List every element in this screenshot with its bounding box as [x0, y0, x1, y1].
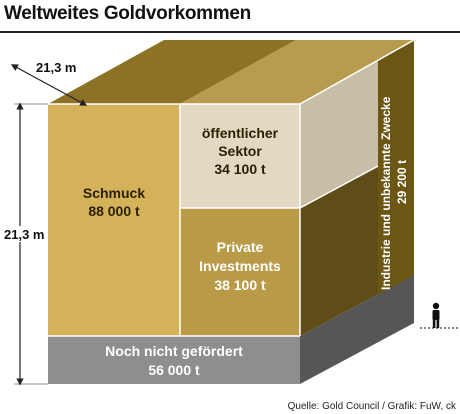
private-value: 38 100 t [214, 277, 266, 293]
schmuck-label: Schmuck [83, 185, 145, 201]
noch-nicht-value: 56 000 t [148, 362, 200, 378]
source-credit: Quelle: Gold Council / Grafik: FuW, ck [287, 401, 456, 412]
oeffentlich-label-line2: Sektor [218, 143, 262, 159]
schmuck-value: 88 000 t [88, 203, 140, 219]
industrie-value: 29 200 t [395, 160, 409, 204]
person-icon [432, 302, 440, 328]
top-dimension-arrow [10, 64, 88, 106]
private-label-line2: Investments [199, 258, 281, 274]
oeffentlich-label-line1: öffentlicher [202, 125, 279, 141]
cube-top-face [48, 40, 296, 104]
height-dimension-label: 21,3 m [4, 227, 44, 242]
title-divider [0, 31, 460, 33]
segment-oeffentlicher-sektor [180, 104, 300, 208]
segment-dividers [48, 39, 415, 337]
height-label-bg [2, 226, 44, 242]
segment-noch-nicht-gefoerdert [48, 336, 300, 384]
private-label-line1: Private [217, 239, 264, 255]
cube-top-face-back [180, 40, 414, 104]
industrie-label: Industrie und unbekannte Zwecke [379, 96, 393, 290]
page-title: Weltweites Goldvorkommen [4, 3, 251, 24]
top-dimension-label: 21,3 m [36, 60, 76, 75]
noch-nicht-label: Noch nicht gefördert [105, 343, 243, 359]
segment-schmuck [48, 104, 180, 336]
segment-private-investments [180, 208, 300, 336]
oeffentlich-value: 34 100 t [214, 161, 266, 177]
segment-industrie [378, 40, 414, 295]
base-side-face [300, 275, 414, 384]
